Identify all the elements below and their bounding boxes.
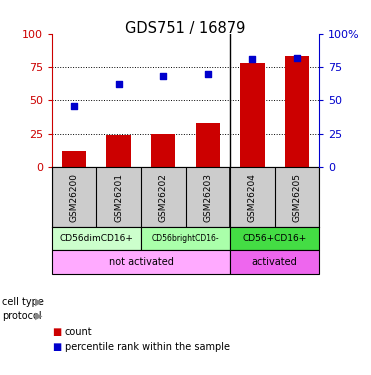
Bar: [106, 135, 131, 167]
Bar: [230, 251, 319, 274]
Bar: [151, 134, 175, 167]
Point: [249, 56, 255, 62]
Text: GSM26202: GSM26202: [159, 173, 168, 222]
Bar: [240, 63, 265, 167]
Text: GDS751 / 16879: GDS751 / 16879: [125, 21, 246, 36]
Text: ■: ■: [52, 327, 61, 337]
Text: GSM26205: GSM26205: [292, 173, 301, 222]
Text: cell type: cell type: [2, 297, 44, 307]
Bar: [52, 227, 141, 251]
Text: not activated: not activated: [109, 257, 173, 267]
Text: GSM26201: GSM26201: [114, 173, 123, 222]
Text: activated: activated: [252, 257, 298, 267]
Text: CD56+CD16+: CD56+CD16+: [242, 234, 307, 243]
Text: CD56dimCD16+: CD56dimCD16+: [59, 234, 134, 243]
Text: ■: ■: [52, 342, 61, 352]
Bar: [196, 123, 220, 167]
Text: protocol: protocol: [2, 311, 42, 321]
Bar: [52, 251, 230, 274]
Bar: [230, 227, 319, 251]
Bar: [62, 151, 86, 167]
Text: GSM26200: GSM26200: [70, 173, 79, 222]
Point: [294, 55, 300, 61]
Text: percentile rank within the sample: percentile rank within the sample: [65, 342, 230, 352]
Bar: [141, 227, 230, 251]
Point: [205, 71, 211, 77]
Point: [116, 81, 122, 87]
Bar: [285, 56, 309, 167]
Point: [160, 74, 166, 80]
Text: GSM26203: GSM26203: [203, 173, 212, 222]
Text: ▶: ▶: [35, 297, 43, 307]
Point: [71, 103, 77, 109]
Text: GSM26204: GSM26204: [248, 173, 257, 222]
Text: ▶: ▶: [35, 311, 43, 321]
Text: count: count: [65, 327, 92, 337]
Text: CD56brightCD16-: CD56brightCD16-: [152, 234, 219, 243]
